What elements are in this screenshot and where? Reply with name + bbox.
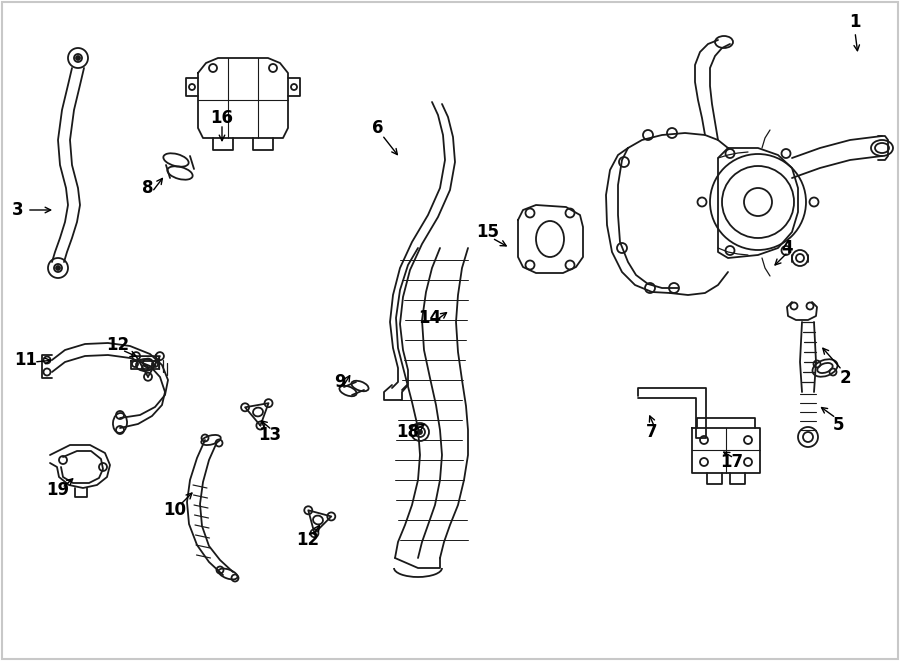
Text: 17: 17 <box>720 453 743 471</box>
Circle shape <box>418 430 422 434</box>
Circle shape <box>76 56 80 60</box>
Text: 9: 9 <box>334 373 346 391</box>
Text: 12: 12 <box>106 336 130 354</box>
Text: 1: 1 <box>850 13 860 31</box>
Text: 8: 8 <box>142 179 154 197</box>
Text: 3: 3 <box>13 201 23 219</box>
Text: 5: 5 <box>832 416 844 434</box>
Circle shape <box>54 264 62 272</box>
Text: 11: 11 <box>14 351 38 369</box>
Text: 2: 2 <box>839 369 850 387</box>
Circle shape <box>74 54 82 62</box>
Text: 15: 15 <box>476 223 500 241</box>
Text: 13: 13 <box>258 426 282 444</box>
Text: 6: 6 <box>373 119 383 137</box>
Text: 4: 4 <box>781 239 793 257</box>
Text: 16: 16 <box>211 109 233 127</box>
Text: 18: 18 <box>397 423 419 441</box>
Text: 14: 14 <box>418 309 442 327</box>
Text: 7: 7 <box>646 423 658 441</box>
Text: 19: 19 <box>47 481 69 499</box>
Text: 10: 10 <box>164 501 186 519</box>
Text: 12: 12 <box>296 531 320 549</box>
Circle shape <box>56 266 60 270</box>
